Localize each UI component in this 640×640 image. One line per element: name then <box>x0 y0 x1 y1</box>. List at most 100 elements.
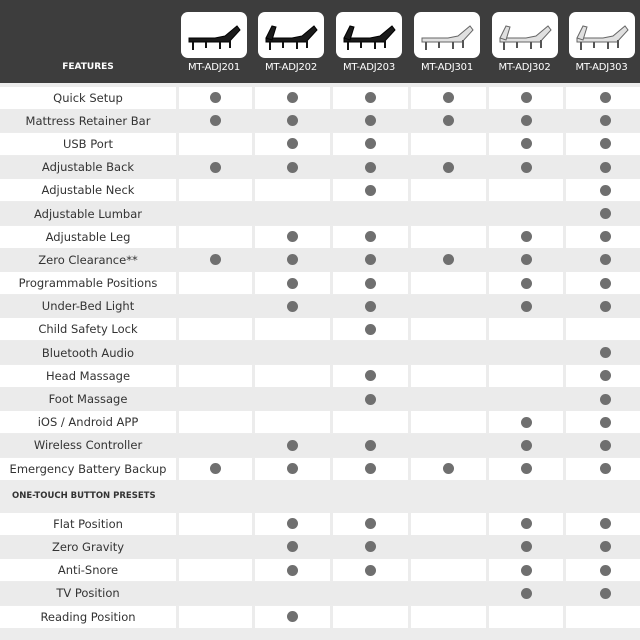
feature-cell <box>489 582 563 604</box>
feature-cell <box>566 582 640 604</box>
feature-cell <box>566 179 640 202</box>
table-row: TV Position <box>0 581 640 605</box>
feature-cell <box>333 536 408 558</box>
feature-cell <box>333 605 408 628</box>
feature-cell <box>489 203 563 225</box>
feature-label: Foot Massage <box>48 392 128 407</box>
included-dot-icon <box>520 564 532 576</box>
included-dot-icon <box>520 518 532 530</box>
feature-cell <box>411 605 486 628</box>
feature-cell <box>566 605 640 628</box>
model-name: MT-ADJ201 <box>188 62 240 73</box>
table-row: iOS / Android APP <box>0 410 640 434</box>
included-dot-icon <box>599 300 611 312</box>
feature-cell <box>411 512 486 535</box>
included-dot-icon <box>365 323 376 335</box>
included-dot-icon <box>365 231 376 243</box>
table-row: Adjustable Neck <box>0 178 640 202</box>
included-dot-icon <box>599 184 611 196</box>
feature-cell <box>255 203 330 225</box>
model-column-header: MT-ADJ301 <box>408 0 486 83</box>
model-column-header: MT-ADJ302 <box>486 0 563 83</box>
feature-cell <box>179 342 252 364</box>
feature-cell <box>566 457 640 480</box>
included-dot-icon <box>599 518 611 530</box>
feature-cell <box>411 364 486 387</box>
feature-cell <box>411 86 486 109</box>
feature-label: iOS / Android APP <box>0 411 176 434</box>
included-dot-icon <box>443 161 454 173</box>
feature-cell <box>411 318 486 341</box>
model-name: MT-ADJ302 <box>498 62 551 73</box>
included-dot-icon <box>443 92 454 104</box>
feature-cell <box>333 156 408 178</box>
feature-cell <box>255 559 330 582</box>
feature-cell <box>489 225 563 248</box>
included-dot-icon <box>599 161 611 173</box>
feature-label: Child Safety Lock <box>0 318 176 341</box>
feature-cell <box>255 295 330 317</box>
feature-cell <box>566 512 640 535</box>
included-dot-icon <box>287 92 298 104</box>
included-dot-icon <box>365 254 376 266</box>
feature-cell <box>255 225 330 248</box>
feature-cell <box>333 559 408 582</box>
included-dot-icon <box>210 92 221 104</box>
included-dot-icon <box>287 439 298 451</box>
feature-cell <box>411 434 486 456</box>
feature-cell <box>411 411 486 434</box>
model-name: MT-ADJ303 <box>575 62 628 73</box>
feature-cell <box>333 318 408 341</box>
feature-label: Under-Bed Light <box>41 299 135 314</box>
feature-cell <box>179 86 252 109</box>
feature-cell <box>333 295 408 317</box>
feature-label: Emergency Battery Backup <box>0 457 176 480</box>
feature-cell <box>566 434 640 456</box>
feature-cell <box>255 536 330 558</box>
feature-cell <box>255 272 330 295</box>
feature-cell <box>179 203 252 225</box>
feature-label: TV Position <box>56 586 120 601</box>
feature-cell <box>333 179 408 202</box>
table-row: Mattress Retainer Bar <box>0 109 640 133</box>
included-dot-icon <box>287 138 298 150</box>
feature-cell <box>411 249 486 271</box>
feature-cell <box>179 364 252 387</box>
included-dot-icon <box>365 92 376 104</box>
feature-cell <box>489 272 563 295</box>
adjustable-bed-image <box>568 12 635 58</box>
model-column-header: MT-ADJ303 <box>563 0 640 83</box>
table-row: Foot Massage <box>0 387 640 411</box>
included-dot-icon <box>287 300 298 312</box>
included-dot-icon <box>599 254 611 266</box>
included-dot-icon <box>520 115 532 127</box>
feature-label: Programmable Positions <box>0 272 176 295</box>
feature-cell <box>489 295 563 317</box>
feature-cell <box>179 605 252 628</box>
included-dot-icon <box>287 564 298 576</box>
included-dot-icon <box>287 541 298 553</box>
feature-cell <box>333 203 408 225</box>
feature-cell <box>566 411 640 434</box>
included-dot-icon <box>210 254 221 266</box>
feature-cell <box>179 536 252 558</box>
feature-label: Adjustable Leg <box>0 225 176 248</box>
feature-cell <box>255 156 330 178</box>
table-row: Head Massage <box>0 364 640 388</box>
feature-cell <box>179 388 252 410</box>
feature-cell <box>255 388 330 410</box>
included-dot-icon <box>599 138 611 150</box>
included-dot-icon <box>210 463 221 475</box>
table-row: Adjustable Leg <box>0 225 640 249</box>
feature-cell <box>255 179 330 202</box>
included-dot-icon <box>520 92 532 104</box>
feature-cell <box>489 457 563 480</box>
feature-label: Quick Setup <box>0 86 176 109</box>
feature-cell <box>333 272 408 295</box>
feature-cell <box>566 249 640 271</box>
adjustable-bed-image <box>181 12 247 58</box>
included-dot-icon <box>599 541 611 553</box>
table-header: FEATURES MT-ADJ201 MT-ADJ202 MT-ADJ203 M… <box>0 0 640 83</box>
feature-cell <box>255 86 330 109</box>
feature-cell <box>333 225 408 248</box>
